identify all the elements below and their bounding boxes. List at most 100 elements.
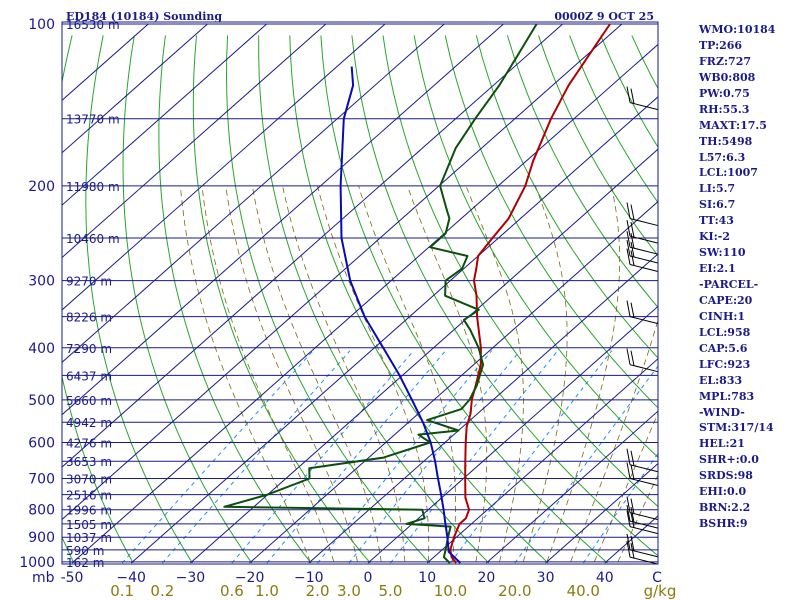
isotherm-line [62, 23, 386, 311]
dry-adiabat-line [320, 35, 608, 564]
index-item: SW:110 [699, 246, 746, 260]
wind-barb [626, 86, 659, 111]
dry-adiabat-line [122, 35, 253, 564]
mixing-ratio-unit-label: g/kg [644, 582, 677, 600]
isotherm-line [249, 200, 658, 564]
temperature-unit-label: C [652, 570, 662, 586]
index-item: L57:6.3 [699, 150, 746, 164]
height-label: 10460 m [66, 232, 120, 246]
moist-adiabat-line [546, 185, 620, 562]
height-label: 1996 m [66, 504, 112, 518]
dry-adiabat-line [85, 35, 193, 564]
moist-adiabat-line [358, 185, 456, 562]
index-item: EHI:0.0 [699, 485, 747, 499]
dry-adiabat-line [538, 35, 658, 257]
wind-barb [626, 496, 659, 521]
height-label: 11980 m [66, 180, 120, 194]
parcel-path [339, 66, 462, 564]
mixing-ratio-line [450, 350, 613, 564]
isotherm-line [62, 23, 268, 206]
moist-adiabat-line [570, 318, 658, 562]
temperature-tick-label: -50 [61, 570, 84, 586]
index-item: BSHR:9 [699, 517, 748, 531]
pressure-tick-label: 500 [28, 393, 55, 409]
index-item: SHR+:0.0 [699, 453, 759, 467]
mixing-ratio-tick-label: 40.0 [567, 582, 600, 600]
temperature-tick-label: 20 [477, 570, 495, 586]
isotherm-line [62, 23, 208, 154]
index-item: MAXT:17.5 [699, 118, 767, 132]
height-label: 1037 m [66, 531, 112, 545]
index-item: KI:-2 [699, 230, 730, 244]
isotherm-line [545, 462, 658, 564]
index-item: -WIND- [699, 405, 745, 419]
mixing-ratio-tick-label: 5.0 [379, 582, 403, 600]
isotherm-line [62, 23, 445, 363]
isotherm-line [367, 305, 658, 564]
index-item: EL:833 [699, 373, 743, 387]
moist-adiabat-line [180, 185, 311, 562]
wind-barb [626, 448, 659, 473]
mixing-ratio-tick-label: 20.0 [498, 582, 531, 600]
height-label: 1505 m [66, 518, 112, 532]
pressure-tick-label: 900 [28, 530, 55, 546]
dry-adiabat-line [506, 35, 658, 309]
isotherm-line [62, 23, 623, 521]
wind-barb [626, 231, 659, 255]
height-label: 162 m [66, 556, 104, 570]
index-item: CAP:5.6 [699, 341, 748, 355]
mixing-ratio-line [231, 350, 415, 564]
index-item: LFC:923 [699, 357, 751, 371]
wind-barb [626, 202, 659, 227]
moist-adiabat-line [522, 185, 568, 562]
pressure-tick-label: 400 [28, 341, 55, 357]
wind-barb [626, 220, 659, 244]
plot-frame [61, 21, 659, 565]
temperature-tick-label: −30 [176, 570, 206, 586]
temperature-tick-label: 40 [596, 570, 614, 586]
moist-adiabat-line [465, 185, 524, 562]
index-item: RH:55.3 [699, 102, 750, 116]
mixing-ratio-tick-label: 1.0 [255, 582, 279, 600]
height-label: 13770 m [66, 113, 120, 127]
isotherm-line [190, 148, 658, 564]
index-item: HEL:21 [699, 437, 745, 451]
index-item: WB0:808 [699, 70, 756, 84]
isotherm-line [62, 23, 504, 416]
wind-barb [626, 510, 659, 535]
pressure-tick-label: 700 [28, 472, 55, 488]
stability-indices-panel: WMO:10184 TP:266 FRZ:727 WB0:808 PW:0.75 RH:5… [699, 22, 775, 532]
wind-barb [626, 348, 659, 373]
temperature-tick-label: 0 [364, 570, 373, 586]
wind-barb [626, 462, 659, 487]
mixing-ratio-tick-label: 0.2 [150, 582, 174, 600]
dry-adiabat-line [444, 35, 658, 409]
wind-barb [626, 239, 659, 264]
isotherm-line [130, 96, 658, 564]
index-item: CINH:1 [699, 309, 746, 323]
index-item: -PARCEL- [699, 278, 759, 291]
index-item: LCL:958 [699, 325, 751, 339]
index-item: EI:2.1 [699, 262, 736, 276]
mixing-ratio-tick-label: 0.6 [220, 582, 244, 600]
height-label: 2516 m [66, 489, 112, 503]
index-item: BRN:2.2 [699, 501, 751, 515]
height-label: 3653 m [66, 455, 112, 469]
temperature-tick-label: −40 [116, 570, 146, 586]
temperature-tick-label: 30 [537, 570, 555, 586]
dry-adiabat-line [258, 35, 490, 564]
wind-barb [626, 533, 659, 558]
wind-barbs [626, 86, 659, 565]
index-item: CAPE:20 [699, 293, 753, 307]
index-item: FRZ:727 [699, 54, 752, 68]
mixing-ratio-line [162, 350, 351, 564]
height-label: 8226 m [66, 311, 112, 325]
mixing-ratio-tick-label: 0.1 [110, 582, 134, 600]
isotherm-line [308, 253, 658, 564]
height-label: 5660 m [66, 394, 112, 408]
pressure-tick-label: 800 [28, 503, 55, 519]
mixing-ratio-tick-label: 2.0 [306, 582, 330, 600]
dry-adiabat-line [787, 35, 800, 563]
pressure-tick-label: 600 [28, 436, 55, 452]
